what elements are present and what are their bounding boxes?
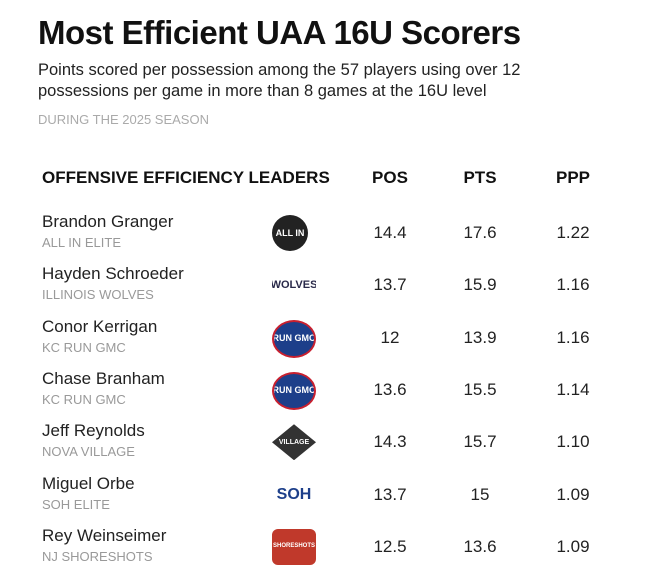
team-logo: VILLAGE: [272, 424, 316, 461]
player-name: Miguel Orbe: [42, 473, 135, 493]
column-header: OFFENSIVE EFFICIENCY LEADERS: [42, 168, 330, 187]
stat-cell: 14.3: [373, 432, 407, 452]
stat-cell: 13.6: [373, 379, 407, 399]
stat-cell: 13.6: [463, 536, 497, 556]
team-name: ALL IN ELITE: [42, 235, 121, 250]
team-name: NJ SHORESHOTS: [42, 548, 153, 564]
note: DURING THE 2025 SEASON: [38, 112, 209, 127]
column-header: POS: [372, 168, 408, 187]
stat-cell: 1.10: [556, 432, 590, 452]
stat-cell: 13.7: [373, 275, 407, 295]
team-name: SOH ELITE: [42, 496, 110, 512]
stat-cell: 13.9: [463, 327, 497, 347]
team-name: ILLINOIS WOLVES: [42, 287, 154, 303]
stat-cell: 1.16: [556, 327, 590, 347]
stat-cell: 15.7: [463, 432, 497, 452]
subtitle: Points scored per possession among the 5…: [38, 61, 521, 100]
stat-cell: 15: [470, 484, 490, 504]
stat-cell: 12: [380, 327, 400, 347]
player-name: Chase Branham: [42, 368, 165, 388]
stat-cell: 1.16: [556, 275, 590, 295]
team-logo: ALL IN: [272, 215, 308, 251]
column-header: PPP: [555, 168, 591, 187]
player-name: Jeff Reynolds: [42, 421, 145, 441]
team-logo: SOH: [276, 486, 312, 503]
stat-cell: 15.5: [463, 379, 497, 399]
stat-cell: 12.5: [373, 536, 407, 556]
title: Most Efficient UAA 16U Scorers: [38, 14, 521, 51]
team-name: KC RUN GMC: [42, 339, 126, 355]
stat-cell: 15.9: [463, 275, 497, 295]
column-header: PTS: [463, 168, 497, 187]
player-name: Hayden Schroeder: [42, 264, 184, 284]
team-logo: RUN GMC: [272, 371, 316, 410]
player-name: Rey Weinseimer: [42, 525, 167, 545]
team-name: KC RUN GMC: [42, 391, 126, 407]
player-name: Conor Kerrigan: [42, 316, 158, 336]
stat-cell: 13.7: [373, 484, 407, 504]
player-name: Brandon Granger: [42, 212, 174, 231]
stat-cell: 14.4: [373, 223, 407, 242]
stat-cell: 1.09: [556, 536, 590, 556]
team-logo: WOLVES: [272, 278, 316, 291]
stat-cell: 17.6: [463, 223, 497, 242]
stat-cell: 1.09: [556, 484, 590, 504]
team-name: NOVA VILLAGE: [42, 444, 135, 460]
team-logo: SHORESHOTS: [272, 528, 316, 565]
team-logo: RUN GMC: [272, 319, 316, 358]
stat-cell: 1.22: [556, 223, 590, 242]
stat-cell: 1.14: [556, 379, 590, 399]
